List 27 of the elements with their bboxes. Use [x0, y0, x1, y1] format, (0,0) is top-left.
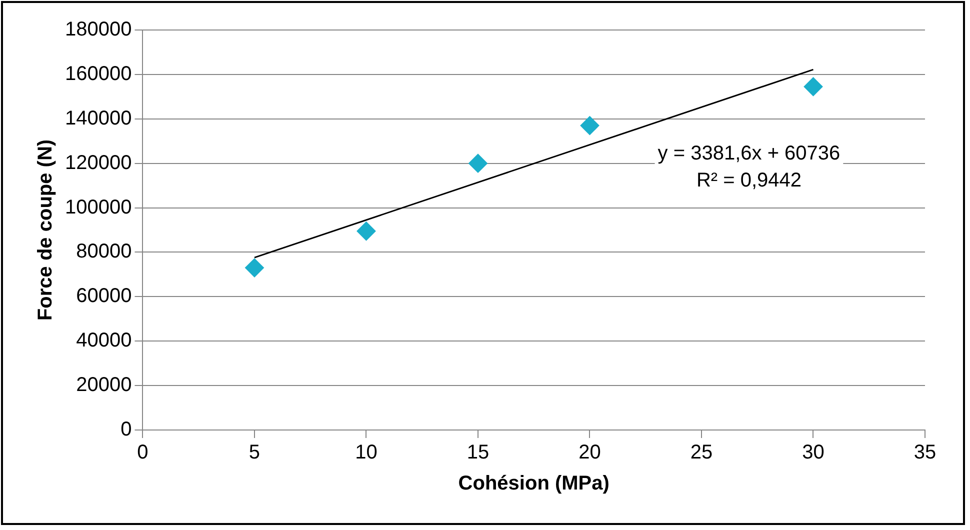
annotation: y = 3381,6x + 60736 — [658, 142, 840, 165]
y-tick-label: 180000 — [64, 18, 132, 41]
y-tick-label: 80000 — [76, 240, 132, 263]
point — [244, 258, 264, 278]
x-tick-label: 20 — [578, 442, 601, 464]
x-tick-label: 5 — [248, 442, 260, 464]
point — [356, 222, 376, 241]
y-tick-label: 40000 — [76, 330, 132, 352]
y-tick-label: 60000 — [76, 285, 132, 308]
x-tick-label: 25 — [690, 442, 713, 464]
x-tick-label: 15 — [466, 442, 490, 464]
y-axis-title: Force de coupe (N) — [34, 139, 57, 321]
point — [580, 116, 600, 136]
annotation: R² = 0,9442 — [696, 170, 802, 192]
point — [804, 77, 823, 96]
y-tick-label: 160000 — [64, 62, 132, 85]
y-tick-label: 20000 — [76, 374, 132, 396]
x-tick-label: 10 — [355, 442, 378, 464]
x-axis-title: Cohésion (MPa) — [458, 472, 610, 495]
y-tick-label: 0 — [120, 418, 132, 441]
y-tick-label: 100000 — [64, 196, 132, 218]
y-tick-label: 120000 — [64, 152, 132, 174]
y-tick-label: 140000 — [64, 107, 132, 130]
x-tick-label: 0 — [137, 442, 148, 464]
x-tick-label: 35 — [914, 442, 936, 464]
point — [468, 154, 488, 173]
x-tick-label: 30 — [802, 442, 824, 464]
